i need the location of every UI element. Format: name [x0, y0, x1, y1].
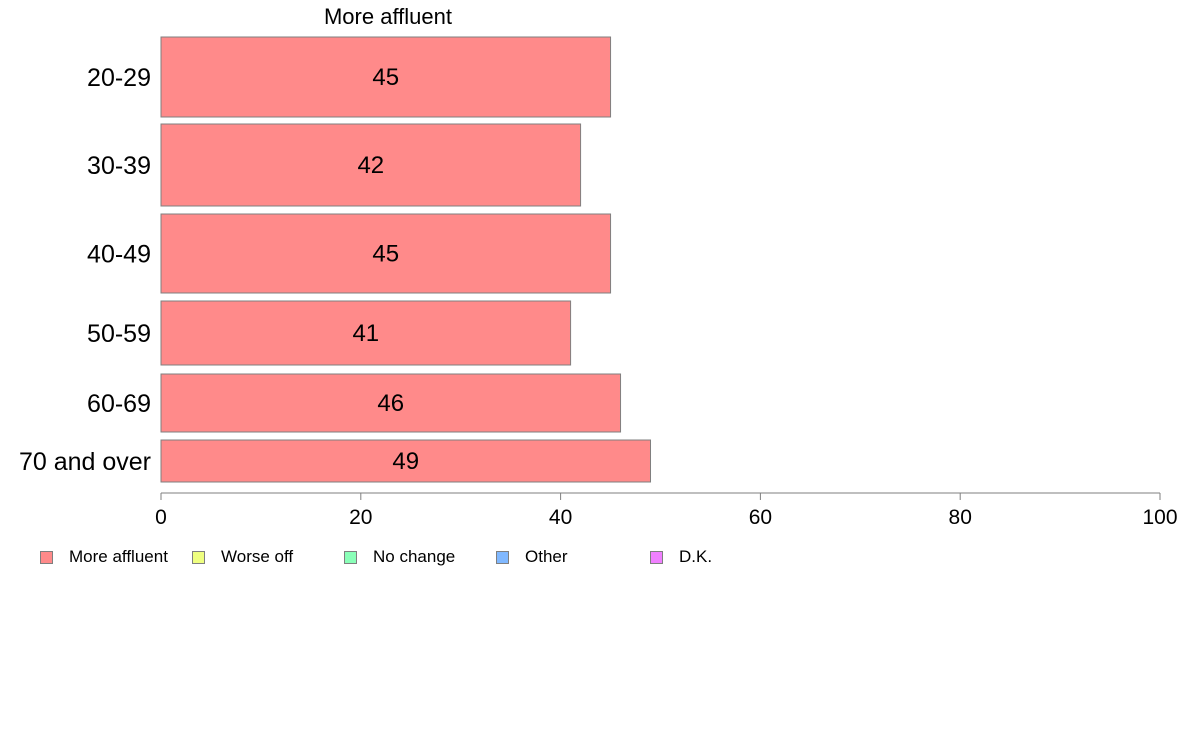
- bar-50-59: [160, 300, 572, 366]
- legend-item: D.K.: [650, 547, 712, 567]
- legend-swatch: [192, 550, 205, 564]
- data-label: 42: [357, 152, 384, 179]
- x-tick-label: 0: [155, 506, 167, 529]
- legend-item: No change: [344, 547, 455, 567]
- legend-label: Worse off: [221, 547, 294, 566]
- x-tick-label: 100: [1142, 506, 1177, 529]
- y-tick-label: 60-69: [87, 390, 151, 418]
- data-label: 45: [372, 64, 399, 91]
- legend-label: D.K.: [679, 547, 713, 566]
- x-tick-label: 40: [549, 506, 572, 529]
- y-tick-label: 40-49: [87, 241, 151, 269]
- legend-swatch: [344, 550, 357, 564]
- data-label: 45: [372, 241, 399, 268]
- x-axis: 0 20 40 60 80 100: [155, 492, 1178, 529]
- legend-item: More affluent: [40, 547, 168, 567]
- bar-70-and-over: [160, 439, 652, 483]
- legend-item: Other: [496, 547, 568, 567]
- bar-40-49: [160, 213, 612, 294]
- data-label: 41: [352, 320, 379, 347]
- bar-60-69: [160, 373, 622, 433]
- y-tick-label: 70 and over: [19, 448, 151, 476]
- y-tick-label: 30-39: [87, 152, 151, 180]
- x-tick-label: 80: [949, 506, 972, 529]
- bars: 45 42 45 41 46 49: [160, 36, 652, 483]
- y-tick-label: 20-29: [87, 64, 151, 92]
- bar-30-39: [160, 123, 582, 207]
- chart-title: More affluent: [324, 4, 452, 29]
- x-tick-label: 20: [349, 506, 372, 529]
- bar-20-29: [160, 36, 612, 118]
- legend-label: No change: [373, 547, 456, 566]
- x-tick-label: 60: [749, 506, 772, 529]
- y-axis-labels: 20-29 30-39 40-49 50-59 60-69 70 and over: [19, 64, 151, 476]
- data-label: 46: [377, 390, 404, 417]
- legend-label: More affluent: [69, 547, 168, 566]
- legend-swatch: [40, 550, 53, 564]
- legend-swatch: [650, 550, 663, 564]
- legend-swatch: [496, 550, 509, 564]
- y-tick-label: 50-59: [87, 320, 151, 348]
- legend-label: Other: [525, 547, 568, 566]
- legend-item: Worse off: [192, 547, 293, 567]
- data-label: 49: [392, 448, 419, 475]
